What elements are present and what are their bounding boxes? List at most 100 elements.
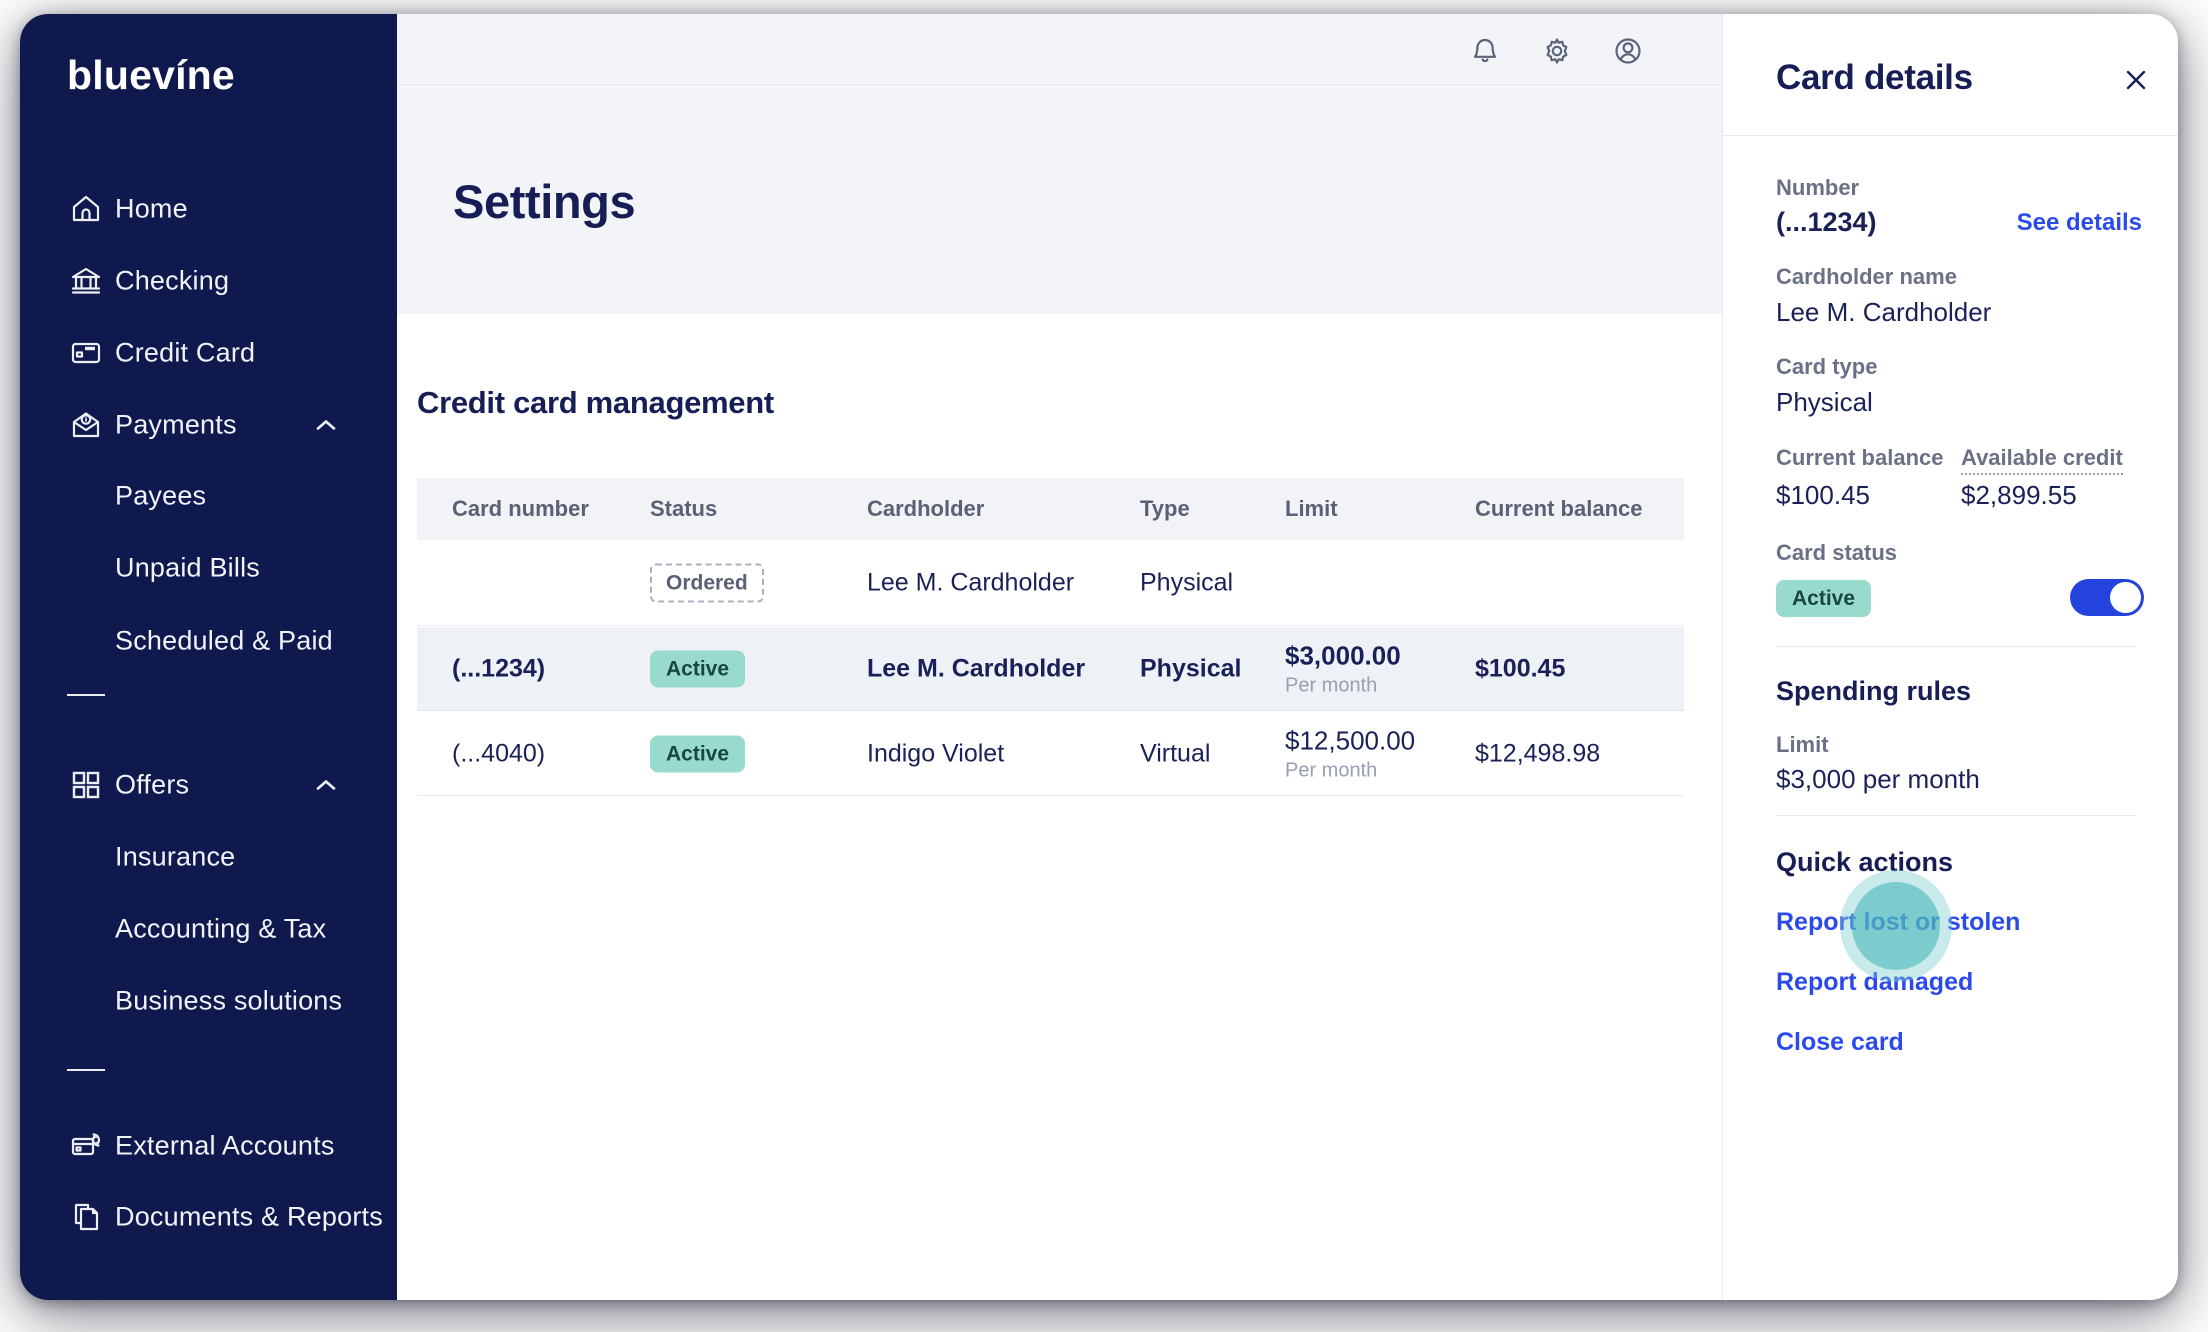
cardholder-name-value: Lee M. Cardholder	[1776, 297, 1992, 327]
status-badge: Active	[650, 735, 746, 772]
cell-cardholder: Lee M. Cardholder	[867, 568, 1075, 596]
card-status-toggle[interactable]	[2070, 579, 2144, 616]
cell-type: Physical	[1140, 568, 1234, 596]
sidebar-item-label: Scheduled & Paid	[115, 625, 333, 656]
available-credit-label[interactable]: Available credit	[1961, 445, 2123, 475]
sidebar-item-label: Accounting & Tax	[115, 913, 327, 944]
sidebar-divider	[67, 1069, 105, 1071]
report-lost-stolen-link[interactable]: Report lost or stolen	[1776, 908, 2021, 936]
sidebar-item-label: Payments	[115, 409, 237, 440]
cardholder-name-label: Cardholder name	[1776, 264, 1957, 289]
sidebar-item-checking[interactable]: Checking	[20, 259, 397, 303]
sidebar-item-external-accounts[interactable]: External Accounts	[20, 1124, 397, 1168]
sidebar-item-label: Unpaid Bills	[115, 552, 260, 583]
cell-balance: $12,498.98	[1475, 739, 1601, 767]
cell-type: Virtual	[1140, 739, 1211, 767]
home-icon	[68, 191, 104, 227]
table-row-selected[interactable]: (...1234) Active Lee M. Cardholder Physi…	[417, 627, 1684, 711]
close-icon[interactable]	[2122, 66, 2150, 94]
sidebar-item-offers[interactable]: Offers	[20, 763, 397, 807]
sidebar-item-label: Business solutions	[115, 985, 343, 1016]
quick-actions-heading: Quick actions	[1776, 847, 1954, 877]
page-header	[397, 87, 1722, 314]
cell-type: Physical	[1140, 654, 1242, 682]
sidebar-item-unpaid-bills[interactable]: Unpaid Bills	[20, 546, 397, 590]
sidebar-item-payments[interactable]: Payments	[20, 403, 397, 447]
settings-gear-icon[interactable]	[1539, 33, 1575, 69]
report-damaged-link[interactable]: Report damaged	[1776, 968, 1974, 996]
table-header: Card number Status Cardholder Type Limit…	[417, 478, 1684, 540]
cell-limit: $3,000.00 Per month	[1285, 640, 1401, 696]
number-label: Number	[1776, 175, 1860, 200]
card-details-panel: Card details Number (...1234) See detail…	[1722, 14, 2178, 1300]
sidebar: bluevíne Home Checking Credit Card Payme…	[20, 14, 397, 1300]
card-status-badge: Active	[1776, 580, 1872, 617]
chevron-up-icon	[315, 778, 337, 793]
close-card-link[interactable]: Close card	[1776, 1028, 1904, 1056]
card-type-value: Physical	[1776, 387, 1873, 417]
sidebar-item-label: Documents & Reports	[115, 1201, 383, 1232]
sidebar-item-label: External Accounts	[115, 1130, 335, 1161]
col-limit: Limit	[1285, 496, 1338, 521]
cell-balance: $100.45	[1475, 654, 1566, 682]
sidebar-item-accounting-tax[interactable]: Accounting & Tax	[20, 907, 397, 951]
chevron-up-icon	[315, 418, 337, 433]
panel-divider	[1776, 815, 2136, 816]
col-cardholder: Cardholder	[867, 496, 985, 521]
sidebar-item-label: Home	[115, 193, 188, 224]
current-balance-value: $100.45	[1776, 480, 1870, 510]
sidebar-item-business-solutions[interactable]: Business solutions	[20, 979, 397, 1023]
cell-limit: $12,500.00 Per month	[1285, 725, 1416, 781]
toggle-knob	[2110, 582, 2141, 613]
sidebar-item-scheduled-paid[interactable]: Scheduled & Paid	[20, 619, 397, 663]
cell-cardholder: Lee M. Cardholder	[867, 654, 1086, 682]
app-window: bluevíne Home Checking Credit Card Payme…	[20, 14, 2178, 1300]
spending-rules-heading: Spending rules	[1776, 676, 1972, 706]
status-badge: Active	[650, 650, 746, 687]
table-row[interactable]: (...4040) Active Indigo Violet Virtual $…	[417, 712, 1684, 796]
cell-card-number: (...4040)	[452, 739, 546, 767]
card-status-label: Card status	[1776, 540, 1898, 565]
sidebar-item-documents-reports[interactable]: Documents & Reports	[20, 1195, 397, 1239]
col-status: Status	[650, 496, 718, 521]
bank-icon	[68, 263, 104, 299]
notifications-bell-icon[interactable]	[1467, 33, 1503, 69]
sidebar-item-credit-card[interactable]: Credit Card	[20, 331, 397, 375]
account-avatar-icon[interactable]	[1610, 33, 1646, 69]
main-content: Settings Credit card management Card num…	[397, 14, 1722, 1300]
col-type: Type	[1140, 496, 1190, 521]
sidebar-item-home[interactable]: Home	[20, 187, 397, 231]
available-credit-value: $2,899.55	[1961, 480, 2077, 510]
see-details-link[interactable]: See details	[2016, 209, 2142, 236]
documents-icon	[68, 1199, 104, 1235]
bluevine-logo: bluevíne	[67, 52, 235, 98]
limit-value: $3,000 per month	[1776, 764, 1980, 794]
cell-card-number: (...1234)	[452, 654, 546, 682]
status-badge: Ordered	[650, 563, 764, 602]
credit-card-icon	[68, 335, 104, 371]
card-type-label: Card type	[1776, 354, 1878, 379]
sidebar-item-insurance[interactable]: Insurance	[20, 835, 397, 879]
topbar	[397, 14, 1722, 86]
external-accounts-icon	[68, 1128, 104, 1164]
panel-divider	[1723, 135, 2178, 136]
table-row[interactable]: Ordered Lee M. Cardholder Physical	[417, 540, 1684, 626]
sidebar-item-label: Offers	[115, 769, 190, 800]
panel-title: Card details	[1776, 58, 1973, 97]
limit-label: Limit	[1776, 732, 1829, 757]
current-balance-label: Current balance	[1776, 445, 1944, 470]
sidebar-item-label: Payees	[115, 480, 207, 511]
sidebar-item-payees[interactable]: Payees	[20, 474, 397, 518]
payments-icon	[68, 407, 104, 443]
number-value: (...1234)	[1776, 207, 1877, 237]
sidebar-divider	[67, 694, 105, 696]
page-title: Settings	[453, 175, 636, 228]
sidebar-item-label: Credit Card	[115, 337, 256, 368]
panel-divider	[1776, 646, 2136, 647]
col-card-number: Card number	[452, 496, 589, 521]
section-title: Credit card management	[417, 385, 774, 420]
cell-cardholder: Indigo Violet	[867, 739, 1005, 767]
sidebar-item-label: Checking	[115, 265, 230, 296]
sidebar-item-label: Insurance	[115, 841, 236, 872]
grid-icon	[68, 767, 104, 803]
